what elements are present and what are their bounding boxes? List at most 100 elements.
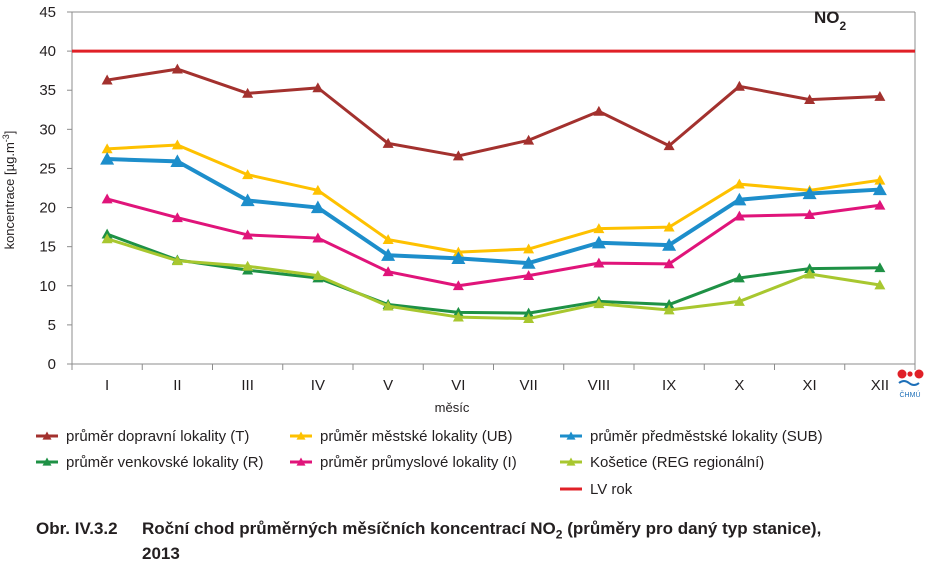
x-tick-label: VII [519,377,537,394]
data-point [310,200,325,214]
x-tick-label: IV [311,377,325,394]
data-point [381,248,396,261]
data-point [101,74,113,85]
data-point [382,266,394,277]
y-tick-label: 25 [39,160,56,177]
y-tick-label: 10 [39,278,56,295]
y-tick-label: 35 [39,82,56,99]
series-line [107,157,880,266]
data-point [733,80,745,91]
x-tick-label: III [241,377,254,394]
data-point [382,300,394,311]
series-kosetice-reg-regionalni [101,233,886,324]
data-point [872,182,887,196]
data-point [240,193,255,207]
data-point [874,279,886,290]
data-point [733,272,745,283]
legend-item-prumer-venkovske-lokality-r: průměr venkovské lokality (R) [36,454,264,471]
y-tick-label: 5 [48,317,56,334]
legend-label: průměr venkovské lokality (R) [66,454,264,471]
data-point [101,143,113,154]
data-point [451,251,466,264]
y-tick-label: 15 [39,239,56,256]
data-point [312,270,324,281]
series-prumer-predmestske-lokality-sub [100,152,887,269]
series-prumer-dopravni-lokality-t [101,63,886,161]
legend-marker [296,457,306,466]
y-tick-label: 30 [39,121,56,138]
data-point [663,221,675,232]
y-axis-label-superscript: -3 [1,134,11,142]
data-point [804,209,816,219]
legend: průměr dopravní lokality (T) průměr městs… [36,428,823,498]
series-line [106,197,881,288]
data-point [523,270,535,281]
y-tick-label: 45 [39,4,56,21]
series-prumer-venkovske-lokality-r [101,228,886,318]
logo-dot-left [897,369,907,379]
legend-label: LV rok [590,481,633,498]
legend-item-prumer-dopravni-lokality-t: průměr dopravní lokality (T) [36,428,249,445]
y-tick-label: 0 [48,356,56,373]
data-point [171,63,183,74]
data-point [523,243,535,254]
data-point [663,258,675,269]
x-axis-label: měsíc [435,400,470,415]
y-tick-label: 20 [39,200,56,217]
series-layer [72,49,915,324]
data-point [242,260,254,271]
data-point [874,174,886,185]
data-point [171,139,183,150]
x-tick-label: VIII [588,377,611,394]
legend-label: Košetice (REG regionální) [590,454,764,471]
y-axis-label: koncentrace [µg.m-3] [1,131,17,250]
legend-item-lv-rok: LV rok [560,481,633,498]
legend-marker [296,431,306,440]
data-point [171,255,183,266]
data-point [733,210,745,221]
logo-dot-right [914,369,924,379]
legend-label: průměr předměstské lokality (SUB) [590,428,823,445]
data-point [242,87,254,98]
y-axis-label-main: koncentrace [µg.m [2,142,17,249]
series-line [106,237,881,321]
data-point [804,268,816,279]
data-point [663,304,675,315]
data-point [733,178,745,189]
series-line [107,143,881,254]
logo-wave [898,380,920,386]
caption-year: 2013 [142,544,180,564]
y-axis-label-close: ] [2,131,17,135]
data-point [593,298,605,309]
legend-marker [566,431,576,440]
x-tick-label: I [105,377,109,394]
data-point [100,152,115,165]
caption-subscript: 2 [555,527,563,542]
no2-annotation-main: NO [814,8,840,27]
data-point [802,186,817,200]
data-point [593,105,605,116]
data-point [382,234,394,245]
chmu-logo: ČHMÚ [897,369,924,399]
data-point [452,280,464,291]
data-point [171,212,183,223]
data-point [874,90,886,101]
data-point [521,256,536,269]
legend-label: průměr dopravní lokality (T) [66,428,249,445]
data-point [242,229,254,240]
y-axis-label-group: koncentrace [µg.m-3] [1,131,17,250]
legend-item-prumer-prumyslove-lokality-i: průměr průmyslové lokality (I) [290,454,517,471]
data-point [732,192,747,206]
data-point [523,313,535,324]
no2-annotation: NO2 [814,8,847,33]
logo-dot-middle [907,371,913,377]
caption-prefix: Obr. IV.3.2 [36,519,118,538]
data-point [523,307,535,318]
no2-annotation-sub: 2 [840,19,847,33]
x-tick-label: XII [871,377,889,394]
caption-text: Roční chod průměrných měsíčních koncentr… [142,519,556,538]
data-point [242,169,254,180]
legend-marker [42,431,52,440]
data-point [804,94,816,105]
data-point [523,134,535,145]
